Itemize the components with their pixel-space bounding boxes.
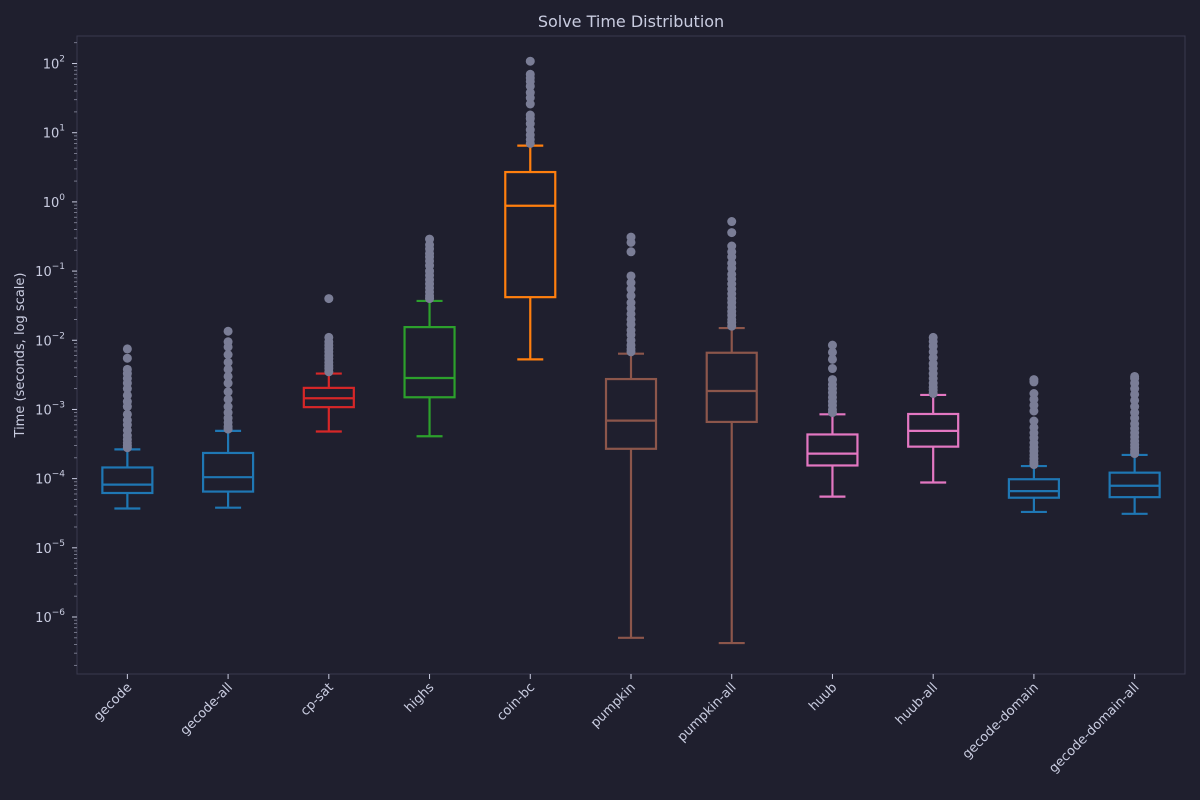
outlier-point	[1130, 402, 1140, 412]
y-axis-label: Time (seconds, log scale)	[13, 273, 28, 439]
box-group-cp-sat	[302, 294, 355, 433]
outlier-point	[223, 394, 233, 404]
outlier-point	[727, 241, 737, 251]
box-group-gecode-domain	[1007, 375, 1061, 514]
outlier-point	[928, 332, 938, 342]
y-tick-label: 10−5	[35, 539, 65, 557]
box	[1007, 478, 1061, 499]
outlier-point	[122, 353, 132, 363]
box	[403, 325, 456, 399]
outlier-point	[626, 278, 636, 288]
outlier-point	[525, 56, 535, 66]
outlier-point	[626, 232, 636, 242]
y-tick-label: 10−6	[35, 608, 65, 626]
outlier-point	[122, 364, 132, 374]
outlier-point	[223, 371, 233, 381]
outlier-point	[324, 332, 334, 342]
outlier-point	[626, 247, 636, 257]
box-group-highs	[403, 234, 456, 438]
outlier-point	[223, 378, 233, 388]
y-tick-label: 101	[43, 124, 65, 142]
chart-title: Solve Time Distribution	[538, 12, 724, 31]
outlier-point	[827, 340, 837, 350]
boxes	[101, 56, 1161, 645]
outlier-point	[122, 409, 132, 419]
y-tick-label: 100	[43, 193, 66, 211]
outlier-point	[223, 387, 233, 397]
box-group-huub	[806, 340, 859, 498]
box	[504, 170, 557, 299]
box-group-coin-bc	[504, 56, 557, 361]
box	[705, 351, 758, 424]
outlier-point	[425, 234, 435, 244]
box	[604, 377, 658, 450]
box-group-huub-all	[907, 332, 960, 484]
outlier-point	[223, 357, 233, 367]
outlier-point	[1029, 389, 1039, 399]
outlier-point	[223, 326, 233, 336]
y-tick-label: 102	[43, 55, 65, 73]
outlier-point	[525, 110, 535, 120]
box	[201, 451, 255, 493]
y-tick-label: 10−1	[35, 262, 65, 280]
outlier-point	[223, 364, 233, 374]
outlier-point	[223, 350, 233, 360]
outlier-point	[1029, 375, 1039, 385]
outlier-point	[324, 294, 334, 304]
outlier-point	[827, 347, 837, 357]
box-group-pumpkin-all	[705, 217, 758, 645]
outlier-point	[1130, 371, 1140, 381]
outlier-point	[727, 258, 737, 268]
outlier-point	[827, 375, 837, 385]
outlier-point	[727, 228, 737, 238]
outlier-point	[122, 344, 132, 354]
outlier-point	[525, 88, 535, 98]
outlier-point	[727, 217, 737, 227]
outlier-point	[827, 354, 837, 364]
y-tick-label: 10−3	[35, 400, 65, 418]
outlier-point	[122, 397, 132, 407]
box-group-gecode-domain-all	[1108, 371, 1161, 515]
box-group-gecode-all	[201, 326, 255, 509]
outlier-point	[626, 291, 636, 301]
box	[806, 433, 859, 467]
outlier-point	[525, 69, 535, 79]
outlier-point	[1029, 422, 1039, 432]
outlier-point	[525, 99, 535, 109]
y-axis: 10−6 10−5 10−4 10−3 10−2 10−1 100 101 102	[35, 42, 77, 666]
box	[101, 466, 154, 495]
box-group-pumpkin	[604, 232, 658, 639]
outlier-point	[223, 402, 233, 412]
outlier-point	[626, 284, 636, 294]
outlier-point	[827, 364, 837, 374]
y-tick-label: 10−2	[35, 331, 65, 349]
outlier-point	[1029, 416, 1039, 426]
y-tick-label: 10−4	[35, 470, 65, 488]
outlier-point	[122, 390, 132, 400]
outlier-point	[223, 337, 233, 347]
box-group-gecode	[101, 344, 154, 510]
outlier-point	[626, 298, 636, 308]
outlier-point	[626, 271, 636, 281]
outlier-point	[525, 125, 535, 135]
